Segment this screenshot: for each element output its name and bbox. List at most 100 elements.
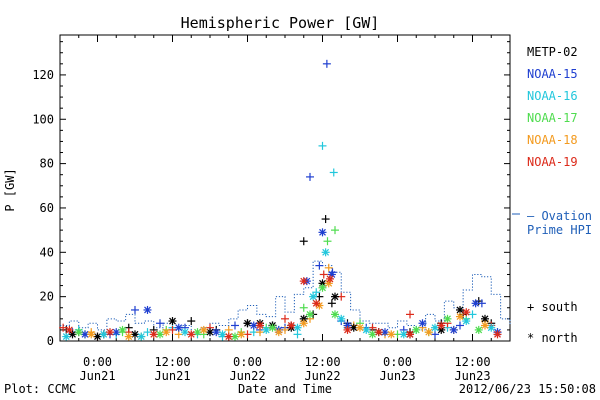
north-marker-noaa-15 [418,319,427,328]
north-marker-noaa-19 [374,328,383,337]
north-marker-noaa-16 [431,323,439,332]
north-marker-noaa-16 [137,332,146,341]
north-marker-noaa-17 [331,310,339,319]
y-tick-label: 120 [32,68,54,82]
legend-ovation-line2: Prime HPI [527,223,592,237]
x-axis: 0:00Jun2112:00Jun210:00Jun2212:00Jun220:… [59,35,511,383]
north-marker-noaa-19 [299,277,308,286]
timestamp: 2012/06/23 15:50:08 [459,382,596,396]
legend-entry-metp-02: METP-02 [527,45,578,59]
north-marker-noaa-17 [193,328,202,337]
south-marker-noaa-16 [143,328,152,337]
y-tick-label: 20 [40,290,54,304]
north-marker-noaa-16 [62,332,71,341]
chart-title: Hemispheric Power [GW] [181,14,380,32]
north-marker-noaa-19 [224,332,233,341]
south-marker-noaa-16 [318,141,327,150]
north-marker-noaa-18 [124,332,133,341]
north-marker-noaa-18 [274,328,283,337]
north-marker-noaa-17 [306,310,314,319]
south-marker-noaa-15 [156,319,164,328]
south-marker-noaa-15 [322,59,331,68]
north-marker-metp-02 [331,292,339,301]
south-marker-noaa-17 [331,226,339,235]
south-marker-noaa-17 [299,303,308,312]
south-marker-noaa-18 [324,263,333,272]
north-marker-noaa-16 [181,328,189,337]
north-marker-noaa-17 [268,323,277,332]
north-marker-noaa-16 [487,323,496,332]
y-tick-label: 40 [40,245,54,259]
x-tick-time-label: 0:00 [83,355,112,369]
north-marker-noaa-19 [437,321,446,330]
legend-entry-noaa-17: NOAA-17 [527,111,578,125]
north-marker-noaa-17 [318,283,327,292]
legend-south-marker: + south [527,300,578,314]
south-marker-noaa-16 [329,168,338,177]
north-marker-noaa-15 [112,328,121,337]
legend-entry-noaa-19: NOAA-19 [527,155,578,169]
south-marker-metp-02 [321,215,330,224]
south-marker-noaa-15 [456,321,464,330]
plot-frame [59,34,511,342]
north-marker-noaa-19 [343,325,352,334]
north-marker-noaa-18 [299,319,308,328]
south-marker-noaa-15 [231,321,239,330]
north-marker-noaa-19 [326,274,334,283]
x-tick-date-label: Jun21 [154,369,190,383]
south-marker-noaa-17 [323,237,332,246]
north-marker-noaa-15 [143,305,152,314]
north-marker-noaa-17 [74,328,83,337]
north-marker-noaa-18 [237,330,246,339]
south-marker-noaa-19 [168,325,177,334]
north-marker-noaa-18 [356,323,364,332]
north-marker-noaa-19 [106,328,114,337]
legend-north-marker: * north [527,331,578,345]
north-marker-noaa-18 [199,325,208,334]
north-marker-noaa-19 [406,330,414,339]
north-marker-noaa-17 [443,314,452,323]
plot-credit: Plot: CCMC [4,382,76,396]
x-tick-time-label: 0:00 [233,355,262,369]
x-tick-date-label: Jun23 [454,369,490,383]
y-tick-label: 60 [40,201,54,215]
y-tick-label: 100 [32,112,54,126]
x-tick-time-label: 0:00 [383,355,412,369]
north-marker-noaa-18 [87,330,96,339]
legend-entry-noaa-16: NOAA-16 [527,89,578,103]
x-tick-date-label: Jun22 [304,369,340,383]
y-axis: 0 20 40 60 80 100 120 [32,41,510,348]
x-tick-date-label: Jun22 [229,369,265,383]
north-marker-noaa-19 [493,330,502,339]
north-marker-noaa-16 [337,314,346,323]
x-axis-label: Date and Time [238,382,332,396]
south-marker-noaa-19 [281,314,289,323]
north-marker-noaa-15 [381,328,389,337]
north-marker-noaa-16 [462,317,471,326]
south-marker-noaa-19 [59,323,68,332]
north-marker-noaa-16 [399,330,408,339]
north-marker-noaa-15 [449,325,458,334]
north-marker-noaa-15 [212,328,221,337]
north-marker-noaa-18 [456,312,464,321]
south-marker-noaa-16 [312,288,321,297]
y-tick-label: 0 [47,334,54,348]
north-marker-noaa-16 [262,325,271,334]
data-markers [59,59,502,341]
north-marker-noaa-15 [318,228,327,237]
south-marker-metp-02 [327,299,336,308]
north-marker-noaa-18 [162,328,171,337]
legend-entry-noaa-15: NOAA-15 [527,67,578,81]
south-marker-noaa-19 [319,270,328,279]
north-marker-metp-02 [131,330,139,339]
x-tick-time-label: 12:00 [454,355,490,369]
north-marker-noaa-19 [287,321,296,330]
south-marker-metp-02 [299,237,308,246]
north-marker-noaa-19 [462,308,471,317]
north-marker-metp-02 [68,330,77,339]
north-marker-noaa-17 [118,325,127,334]
legend: METP-02 NOAA-15 NOAA-16 NOAA-17 NOAA-18 … [512,45,592,345]
north-marker-noaa-19 [256,321,264,330]
north-marker-noaa-17 [368,330,377,339]
